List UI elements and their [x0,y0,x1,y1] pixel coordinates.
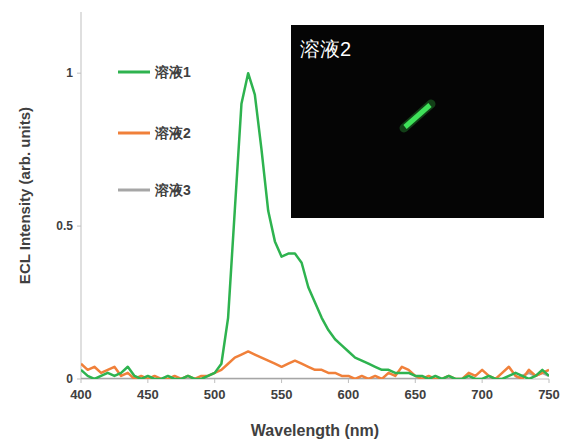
legend-swatch [118,189,150,192]
x-tick [415,379,416,383]
x-tick-label: 700 [471,387,493,402]
inset-bar [405,105,430,127]
x-tick-label: 550 [271,387,293,402]
x-tick [281,379,282,383]
inset-label: 溶液2 [300,38,351,60]
legend: 溶液1 溶液2 溶液3 [118,64,191,198]
chart: 溶液2 0 0.5 1 400 450 500 550 600 650 700 750 Waveleng… [0,0,571,443]
x-tick [214,379,215,383]
x-tick [549,379,550,383]
x-tick-label: 400 [70,387,92,402]
x-tick-label: 450 [137,387,159,402]
legend-label: 溶液2 [154,125,191,141]
x-axis-title: Wavelength (nm) [251,422,379,439]
inset-background [291,25,544,218]
legend-label: 溶液3 [154,182,191,198]
x-tick-label: 650 [404,387,426,402]
y-axis-title: ECL Intensity (arb. units) [16,107,33,284]
x-tick-label: 500 [204,387,226,402]
y-tick [77,73,81,74]
inset-glow [404,104,431,128]
legend-label: 溶液1 [154,64,191,80]
legend-swatch [118,132,150,135]
series-line [81,73,549,379]
legend-swatch [118,71,150,74]
series-line [81,351,549,379]
inset: 溶液2 [291,25,544,218]
x-tick [482,379,483,383]
x-tick-label: 750 [538,387,560,402]
x-tick [81,379,82,383]
y-tick [77,226,81,227]
y-tick [77,379,81,380]
plot-area [81,73,549,379]
x-tick [147,379,148,383]
y-tick-label: 1 [66,66,73,80]
x-tick [348,379,349,383]
y-tick-label: 0 [66,372,73,386]
x-tick-label: 600 [338,387,360,402]
y-tick-label: 0.5 [56,219,73,233]
y-axis [81,12,82,379]
